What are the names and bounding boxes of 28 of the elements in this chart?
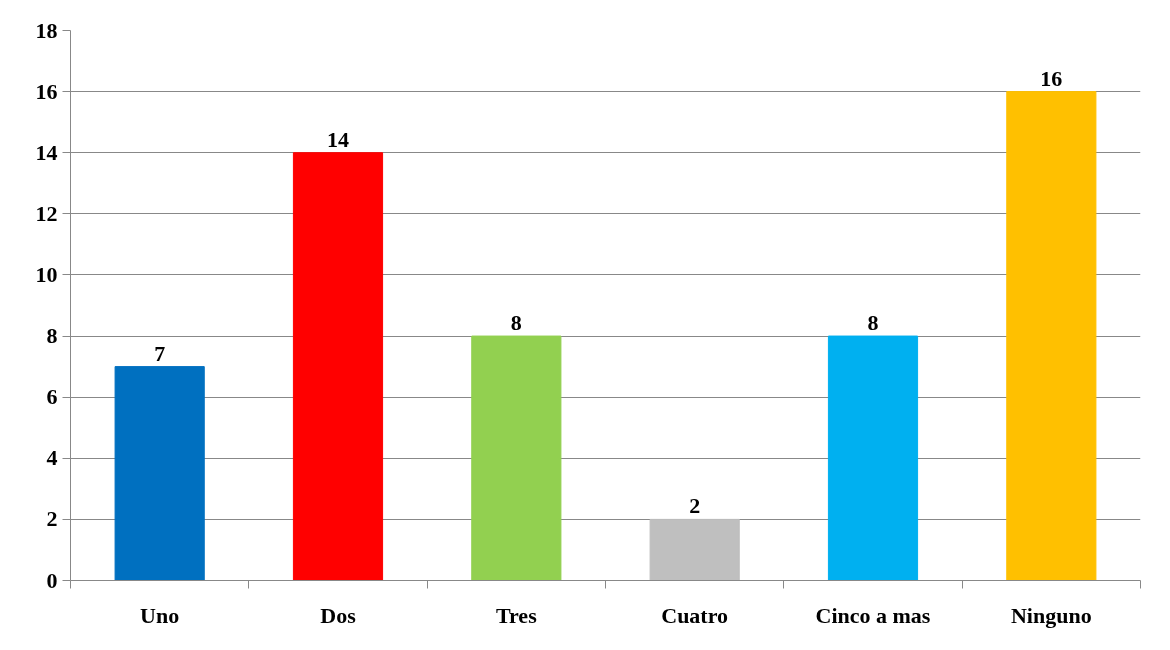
x-tick-label: Ninguno (1010, 602, 1092, 628)
data-label: 2 (689, 493, 701, 519)
y-tick-label: 6 (46, 384, 58, 410)
x-tick-label: Tres (495, 602, 538, 628)
data-label: 8 (867, 310, 879, 336)
bar (471, 335, 562, 581)
y-tick-label: 2 (46, 506, 58, 532)
x-tick-label: Cuatro (661, 602, 729, 628)
data-label: 7 (154, 340, 166, 366)
data-label: 16 (1040, 65, 1063, 91)
data-label: 8 (510, 310, 522, 336)
y-tick-label: 10 (35, 261, 58, 287)
bar (292, 152, 384, 581)
x-tick-label: Cinco a mas (815, 602, 931, 628)
y-tick-label: 4 (46, 445, 58, 471)
bar (827, 335, 919, 581)
data-label: 14 (327, 126, 349, 152)
y-tick-label: 12 (35, 200, 58, 226)
y-tick-label: 14 (35, 139, 58, 165)
x-tick-label: Dos (320, 602, 357, 628)
y-tick-label: 16 (35, 78, 58, 104)
bar (1006, 91, 1097, 581)
y-tick-label: 18 (35, 17, 58, 43)
y-tick-label: 0 (46, 567, 58, 593)
y-tick-label: 8 (46, 323, 58, 349)
bar (649, 518, 740, 581)
x-tick-label: Uno (140, 602, 180, 628)
bar (114, 366, 205, 581)
